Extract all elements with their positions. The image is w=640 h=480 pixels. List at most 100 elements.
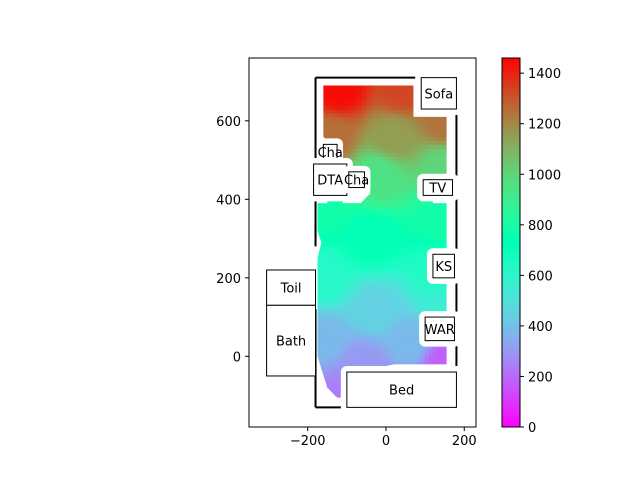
heatmap-cell — [440, 163, 446, 169]
heatmap-cell — [401, 266, 407, 271]
heatmap-cell — [358, 156, 364, 161]
heatmap-cell — [342, 105, 348, 110]
heatmap-cell — [366, 324, 371, 330]
heatmap-cell — [370, 281, 375, 287]
heatmap-cell — [385, 140, 391, 145]
heatmap-cell — [385, 101, 391, 106]
heatmap-cell — [339, 301, 344, 306]
heatmap-cell — [444, 289, 447, 295]
heatmap-cell — [382, 317, 387, 322]
heatmap-cell — [385, 238, 391, 244]
heatmap-cell — [317, 230, 321, 236]
heatmap-cell — [350, 128, 356, 134]
heatmap-cell — [366, 109, 371, 114]
heatmap-cell — [405, 281, 411, 287]
heatmap-cell — [409, 242, 414, 248]
heatmap-cell — [327, 266, 332, 271]
heatmap-cell — [444, 203, 447, 208]
heatmap-cell — [405, 132, 411, 138]
heatmap-cell — [346, 258, 352, 263]
heatmap-cell — [417, 269, 422, 275]
heatmap-cell — [401, 352, 407, 357]
heatmap-cell — [421, 203, 426, 208]
heatmap-cell — [397, 207, 403, 212]
heatmap-cell — [401, 179, 407, 185]
heatmap-cell — [354, 156, 360, 161]
heatmap-cell — [425, 242, 430, 248]
heatmap-cell — [366, 85, 371, 91]
heatmap-cell — [366, 152, 371, 157]
heatmap-cell — [342, 89, 348, 94]
heatmap-cell — [382, 199, 387, 204]
heatmap-cell — [417, 140, 422, 145]
heatmap-cell — [362, 112, 368, 118]
heatmap-cell — [382, 293, 387, 299]
heatmap-cell — [382, 215, 387, 220]
heatmap-cell — [317, 324, 321, 330]
heatmap-cell — [346, 266, 352, 271]
heatmap-cell — [339, 230, 344, 236]
heatmap-cell — [350, 211, 356, 216]
heatmap-cell — [354, 340, 360, 346]
heatmap-cell — [401, 187, 407, 193]
heatmap-cell — [409, 89, 414, 94]
heatmap-cell — [436, 344, 442, 350]
heatmap-cell — [370, 112, 375, 118]
heatmap-cell — [405, 285, 411, 291]
heatmap-cell — [397, 215, 403, 220]
heatmap-cell — [393, 175, 399, 181]
furniture-box — [346, 371, 457, 408]
heatmap-cell — [346, 324, 352, 330]
heatmap-cell — [393, 128, 399, 134]
heatmap-cell — [370, 277, 375, 283]
heatmap-cell — [350, 293, 356, 299]
heatmap-cell — [374, 277, 379, 283]
heatmap-cell — [421, 297, 426, 302]
heatmap-cell — [366, 128, 371, 134]
heatmap-cell — [342, 152, 348, 157]
heatmap-cell — [405, 360, 411, 365]
heatmap-cell — [319, 301, 324, 306]
heatmap-cell — [401, 171, 407, 177]
heatmap-cell — [432, 234, 438, 240]
heatmap-cell — [397, 222, 403, 228]
heatmap-cell — [389, 116, 395, 122]
heatmap-cell — [323, 85, 328, 91]
heatmap-cell — [374, 207, 379, 212]
heatmap-cell — [374, 85, 379, 87]
heatmap-cell — [319, 340, 324, 346]
heatmap-cell — [358, 266, 364, 271]
heatmap-cell — [358, 93, 364, 98]
heatmap-cell — [440, 120, 446, 126]
heatmap-cell — [331, 356, 336, 361]
heatmap-cell — [413, 340, 418, 346]
heatmap-cell — [323, 222, 328, 228]
heatmap-cell — [389, 97, 395, 102]
heatmap-cell — [389, 305, 395, 310]
heatmap-cell — [350, 124, 356, 130]
heatmap-cell — [401, 258, 407, 263]
heatmap-cell — [385, 191, 391, 196]
heatmap-cell — [413, 332, 418, 338]
heatmap-cell — [382, 356, 387, 361]
heatmap-cell — [370, 175, 375, 181]
heatmap-cell — [346, 215, 352, 220]
heatmap-cell — [393, 293, 399, 299]
heatmap-cell — [409, 324, 414, 330]
heatmap-cell — [317, 336, 321, 342]
heatmap-cell — [432, 144, 438, 149]
heatmap-cell — [362, 109, 368, 114]
heatmap-cell — [417, 297, 422, 302]
heatmap-cell — [397, 187, 403, 193]
heatmap-cell — [342, 293, 348, 299]
heatmap-cell — [409, 85, 414, 91]
heatmap-cell — [389, 124, 395, 130]
colorbar-tick-label: 200 — [528, 370, 553, 385]
heatmap-cell — [335, 391, 340, 397]
heatmap-cell — [366, 238, 371, 244]
heatmap-cell — [389, 226, 395, 232]
heatmap-cell — [389, 340, 395, 346]
heatmap-cell — [335, 395, 340, 398]
heatmap-cell — [382, 230, 387, 236]
heatmap-cell — [397, 262, 403, 267]
